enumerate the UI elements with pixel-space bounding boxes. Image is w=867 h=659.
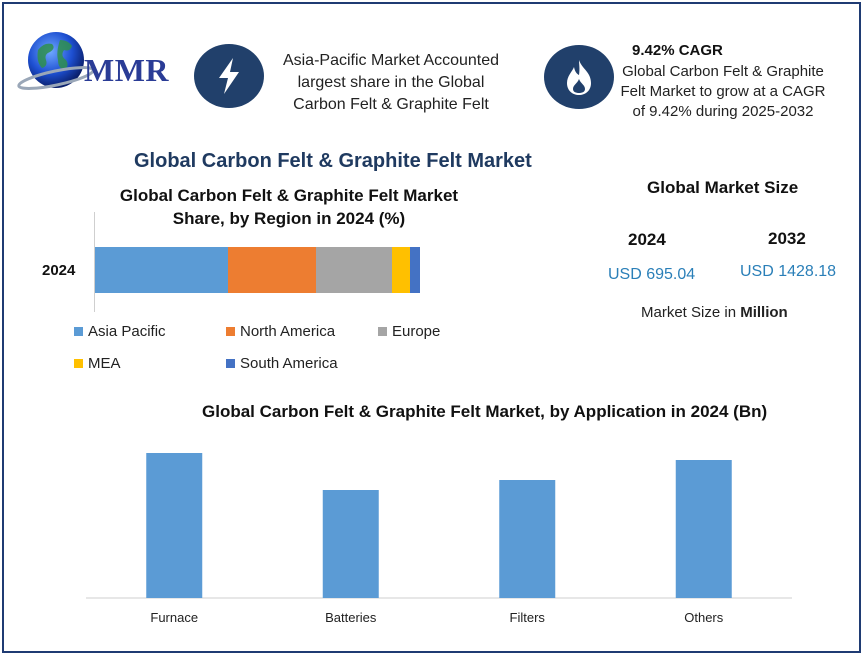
application-tick-label-furnace: Furnace — [150, 610, 198, 625]
legend-swatch — [226, 359, 235, 368]
cagr-title: 9.42% CAGR — [632, 42, 723, 59]
legend-label: Asia Pacific — [88, 323, 166, 340]
legend-item-south-america: South America — [226, 355, 338, 372]
legend-swatch — [378, 327, 387, 336]
market-size-title: Global Market Size — [647, 178, 799, 197]
legend-item-asia-pacific: Asia Pacific — [74, 323, 166, 340]
logo-text: MMR — [84, 52, 170, 88]
legend-item-europe: Europe — [378, 323, 440, 340]
application-tick-label-others: Others — [684, 610, 724, 625]
legend-label: MEA — [88, 355, 121, 372]
share-chart-category-label: 2024 — [42, 262, 76, 279]
application-tick-label-filters: Filters — [510, 610, 546, 625]
share-chart-axis — [94, 212, 95, 312]
application-bar-furnace — [146, 453, 203, 598]
infographic-frame: MMR Asia-Pacific Market Accounted larges… — [2, 2, 861, 653]
legend-item-mea: MEA — [74, 355, 121, 372]
share-stacked-bar — [95, 247, 420, 293]
share-segment-north-america — [228, 247, 316, 293]
legend-item-north-america: North America — [226, 323, 335, 340]
flame-icon — [544, 45, 614, 109]
main-title: Global Carbon Felt & Graphite Felt Marke… — [134, 150, 532, 172]
market-size-unit: Market Size in Million — [641, 304, 788, 321]
legend-label: North America — [240, 323, 336, 340]
application-bar-chart: Furnace Batteries Filters Others — [86, 453, 792, 625]
lightning-bolt-icon — [194, 44, 264, 108]
asia-pacific-info-text: Asia-Pacific Market Accounted largest sh… — [282, 52, 500, 113]
market-size-year-2032: 2032 — [768, 229, 806, 248]
legend-label: Europe — [392, 323, 441, 340]
share-segment-south-america — [410, 247, 420, 293]
application-bar-others — [675, 460, 732, 598]
share-segment-mea — [392, 247, 411, 293]
globe-icon — [17, 32, 95, 90]
application-tick-label-batteries: Batteries — [325, 610, 377, 625]
application-bar-filters — [499, 480, 556, 598]
legend-swatch — [74, 359, 83, 368]
market-size-value-2032: USD 1428.18 — [740, 263, 837, 280]
share-segment-europe — [316, 247, 393, 293]
application-bar-batteries — [322, 490, 379, 598]
share-segment-asia-pacific — [95, 247, 229, 293]
cagr-info-text: Global Carbon Felt & Graphite Felt Marke… — [620, 63, 826, 120]
legend-swatch — [74, 327, 83, 336]
market-size-value-2024: USD 695.04 — [608, 266, 696, 283]
share-chart-title: Global Carbon Felt & Graphite Felt Marke… — [119, 186, 459, 228]
mmr-logo: MMR — [16, 26, 176, 98]
legend-label: South America — [240, 355, 338, 372]
market-size-year-2024: 2024 — [628, 230, 666, 249]
application-chart-title: Global Carbon Felt & Graphite Felt Marke… — [202, 402, 768, 421]
legend-swatch — [226, 327, 235, 336]
